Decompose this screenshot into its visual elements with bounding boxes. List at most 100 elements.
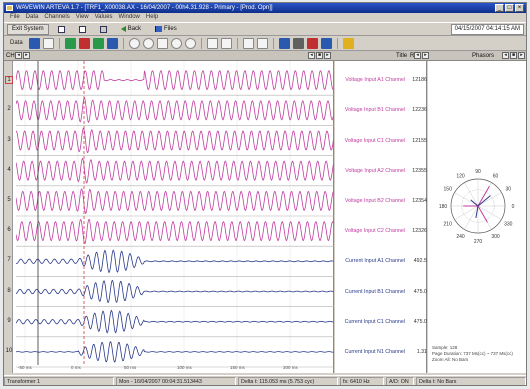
channel-title[interactable]: Voltage Input B2 Channel [344, 197, 405, 204]
filter-icon[interactable] [292, 37, 304, 49]
fit-icon[interactable] [256, 37, 268, 49]
channel-title[interactable]: Current Input C1 Channel [344, 318, 405, 325]
refresh-icon[interactable] [42, 37, 54, 49]
phasor-spoke [464, 182, 479, 207]
channel-group-icon[interactable] [92, 37, 104, 49]
channel-title[interactable]: Voltage Input A2 Channel [345, 167, 405, 174]
back-button[interactable]: Back [116, 24, 146, 35]
phasor-angle-label: 210 [444, 221, 453, 227]
waveform-trace[interactable] [15, 127, 334, 154]
channel-number[interactable]: 1 [5, 76, 13, 85]
exit-system-button[interactable]: Exit System [7, 23, 49, 35]
menu-window[interactable]: Window [118, 14, 140, 20]
phasor-next-button[interactable]: ▸ [518, 52, 525, 59]
phasor-angle-label: 150 [444, 186, 453, 192]
scroll-right-button[interactable]: ▸ [324, 52, 331, 59]
channel-title[interactable]: Voltage Input C1 Channel [344, 137, 405, 144]
zoom-out-icon[interactable] [184, 37, 196, 49]
zoom-in-icon[interactable] [170, 37, 182, 49]
status-delta-bars: Delta t: No Bars [416, 377, 526, 385]
channel-number[interactable]: 7 [7, 257, 11, 264]
files-button[interactable]: Files [150, 24, 182, 35]
close-button[interactable]: × [515, 4, 524, 12]
cursor-right-icon[interactable] [220, 37, 232, 49]
phasor-spoke [454, 192, 479, 207]
green-channel-icon[interactable] [64, 37, 76, 49]
phasor-spoke [477, 192, 502, 207]
waveform-plot-area[interactable]: 1 2 3 4 5 6 7 8 9 10 -50 ms 0 ms 50 ms 100 ms 150 ms 2… [4, 61, 344, 373]
channel-number-column: 1 2 3 4 5 6 7 8 9 10 [4, 61, 13, 373]
waveform-trace[interactable] [15, 341, 334, 363]
minimize-button[interactable]: _ [495, 4, 504, 12]
channel-title[interactable]: Current Input B1 Channel [344, 288, 405, 295]
window-layout-button[interactable] [53, 24, 70, 35]
phasor-stop-button[interactable]: ■ [510, 52, 517, 59]
menu-help[interactable]: Help [145, 14, 159, 20]
data-label: Data [10, 40, 23, 46]
menu-channels[interactable]: Channels [44, 14, 70, 20]
harmonics-icon[interactable] [306, 37, 318, 49]
waveform-trace[interactable] [15, 249, 334, 274]
title-column-header: Title [396, 53, 408, 59]
waveform-trace[interactable] [15, 218, 334, 245]
channel-number[interactable]: 3 [7, 136, 11, 143]
channel-number[interactable]: 9 [7, 317, 11, 324]
channel-title[interactable]: Voltage Input C2 Channel [344, 228, 405, 235]
settings-icon[interactable] [342, 37, 354, 49]
channel-value: 12354 [412, 197, 427, 204]
menu-file[interactable]: File [10, 14, 20, 20]
waveform-svg[interactable] [15, 61, 344, 373]
maximize-button[interactable]: □ [505, 4, 514, 12]
channel-title[interactable]: Current Input A1 Channel [345, 258, 405, 265]
channel-number[interactable]: 2 [7, 106, 11, 113]
scale-icon[interactable] [242, 37, 254, 49]
waveform-trace[interactable] [15, 157, 334, 184]
blue-channel-icon[interactable] [106, 37, 118, 49]
channel-number[interactable]: 6 [7, 227, 11, 234]
menu-view[interactable]: View [75, 14, 89, 20]
phasor-angle-label: 180 [439, 204, 448, 210]
ch-next-button[interactable]: ▸ [23, 52, 30, 59]
menu-data[interactable]: Data [25, 14, 39, 20]
phasor-prev-button[interactable]: ◂ [502, 52, 509, 59]
status-station: Transformer 1 [4, 377, 114, 385]
channel-value: 475.0 [413, 288, 427, 295]
phasor-icon[interactable] [320, 37, 332, 49]
rotate-icon[interactable] [142, 37, 154, 49]
trace-container[interactable]: -50 ms 0 ms 50 ms 100 ms 150 ms 200 ms [15, 61, 344, 373]
cursor-left-icon[interactable] [206, 37, 218, 49]
data-select-icon[interactable] [28, 37, 40, 49]
properties-icon[interactable] [278, 37, 290, 49]
values-next-button[interactable]: ▸ [422, 52, 429, 59]
status-ad: A/D: ON [386, 377, 414, 385]
waveform-trace[interactable] [15, 309, 334, 334]
waveform-trace[interactable] [15, 280, 334, 303]
waveform-trace[interactable] [15, 188, 334, 215]
phasor-angle-label: 0 [512, 204, 515, 210]
channel-number[interactable]: 4 [7, 166, 11, 173]
ch-prev-button[interactable]: ◂ [15, 52, 22, 59]
waveform-trace[interactable] [15, 70, 334, 90]
waveform-trace[interactable] [15, 96, 334, 124]
values-prev-button[interactable]: ◂ [414, 52, 421, 59]
red-channel-icon[interactable] [78, 37, 90, 49]
channel-number[interactable]: 10 [5, 347, 13, 354]
channel-number[interactable]: 8 [7, 287, 11, 294]
pan-icon[interactable] [128, 37, 140, 49]
phasor-footer-duration: Page Duration: 737 Ms(cc) ~ 737 Ms(cc) [432, 351, 513, 356]
channel-title[interactable]: Current Input N1 Channel [344, 348, 405, 355]
phasor-angle-label: 30 [506, 186, 512, 192]
channel-title[interactable]: Voltage Input B1 Channel [344, 107, 405, 114]
print-button[interactable] [95, 24, 112, 35]
application-window: WAVEWIN ARTEVA 1.7 - [TRF1_X00038.AX - 1… [3, 2, 527, 386]
menu-values[interactable]: Values [94, 14, 113, 20]
channel-value: 12155 [412, 137, 427, 144]
channel-number[interactable]: 5 [7, 196, 11, 203]
channel-title[interactable]: Voltage Input A1 Channel [345, 77, 405, 84]
channel-value: 492.5 [413, 258, 427, 265]
measure-icon[interactable] [156, 37, 168, 49]
scroll-left-button[interactable]: ◂ [308, 52, 315, 59]
scroll-stop-button[interactable]: ■ [316, 52, 323, 59]
table-layout-button[interactable] [74, 24, 91, 35]
